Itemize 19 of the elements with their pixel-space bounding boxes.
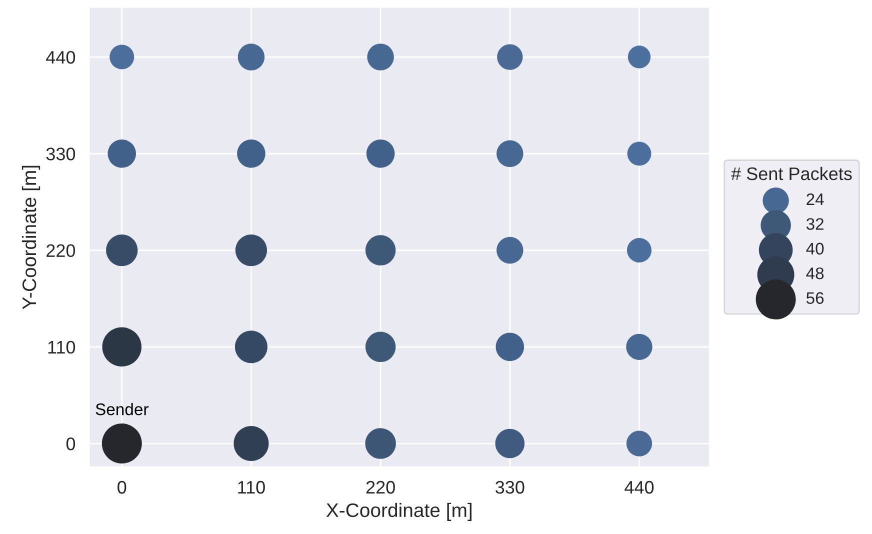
x-tick-label: 330: [496, 480, 524, 494]
legend-label: 56: [806, 292, 824, 304]
legend-title: # Sent Packets: [731, 166, 852, 180]
legend-label: 24: [806, 193, 824, 205]
y-tick-label: 110: [48, 340, 76, 354]
legend-label: 40: [806, 242, 824, 255]
x-tick-label: 220: [366, 480, 395, 494]
annotation: Sender: [96, 402, 148, 416]
y-tick-label: 440: [46, 50, 76, 64]
legend-label: 32: [806, 218, 824, 230]
y-tick-label: 220: [46, 244, 76, 257]
y-tick-label: 330: [46, 148, 76, 160]
x-tick-label: 0: [118, 480, 126, 494]
y-axis-title: Y-Coordinate [m]: [22, 166, 40, 310]
legend-label: 48: [806, 267, 824, 280]
x-tick-label: 110: [238, 480, 265, 494]
x-axis-title: X-Coordinate [m]: [326, 502, 472, 521]
x-tick-label: 440: [624, 480, 654, 494]
y-tick-label: 0: [66, 437, 76, 450]
